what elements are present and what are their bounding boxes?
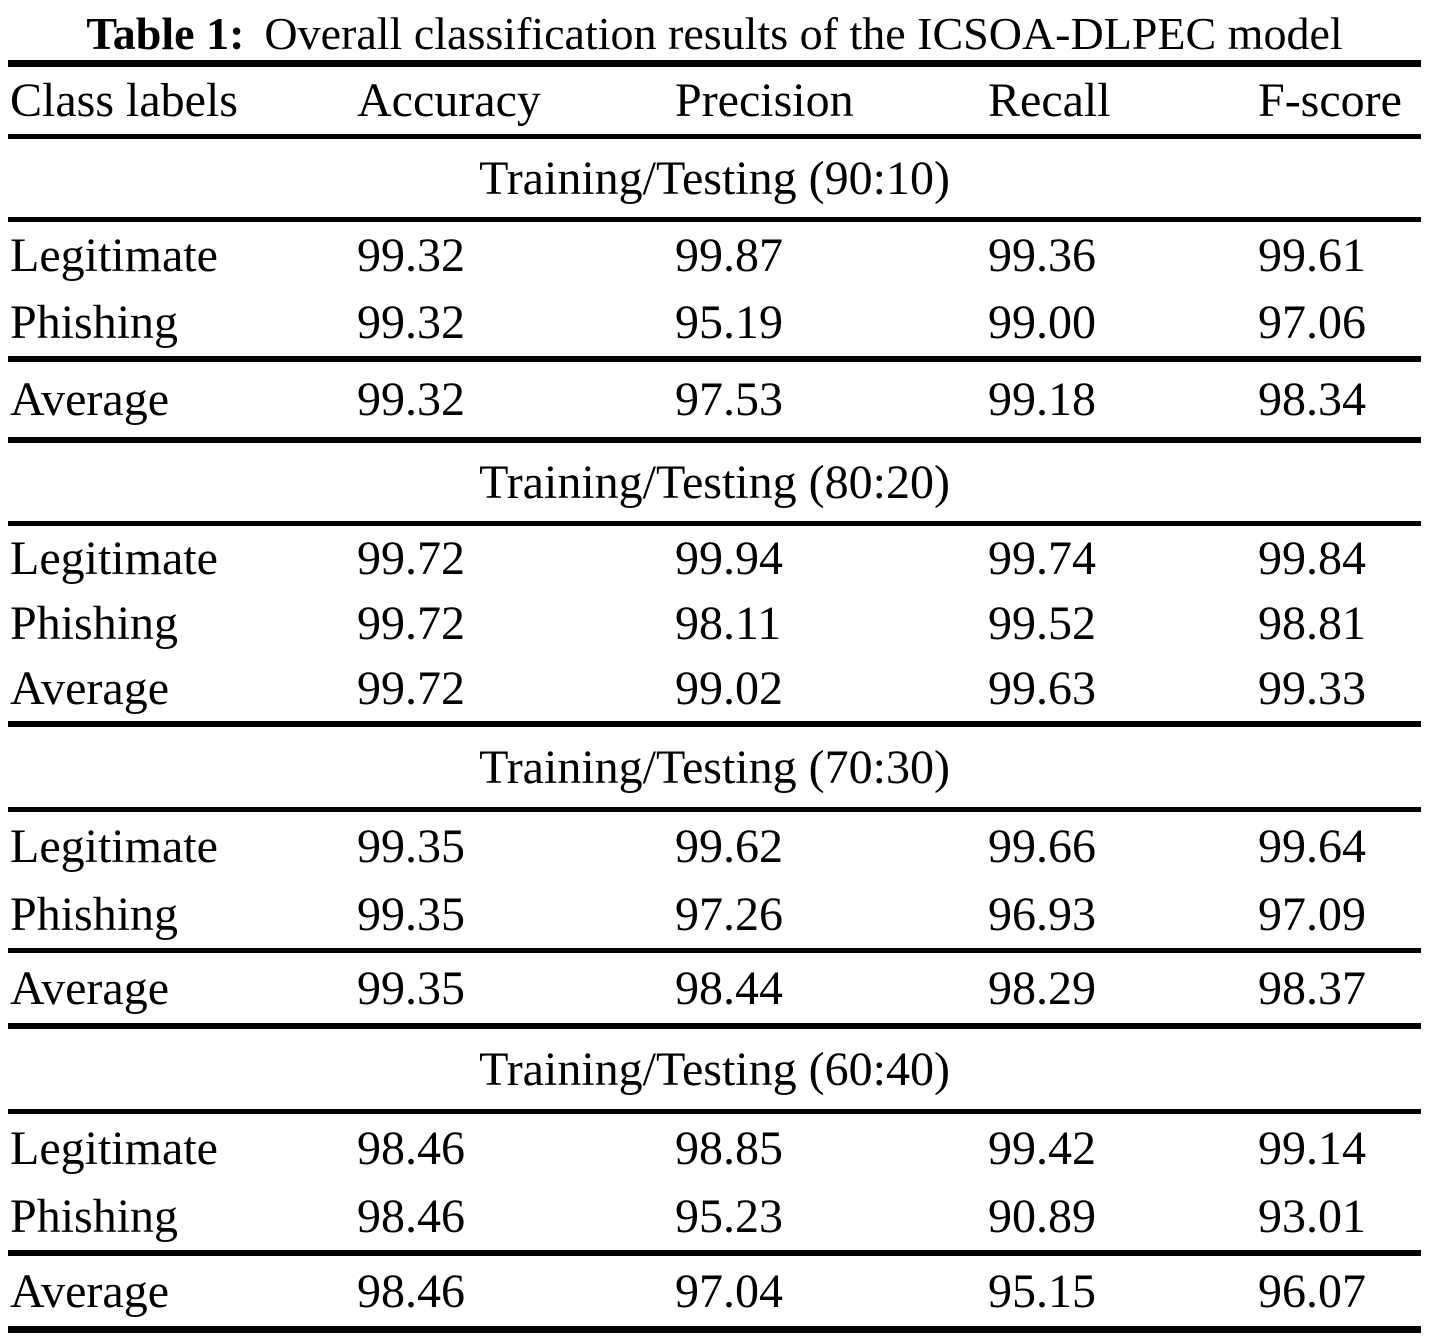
- cell-accuracy: 99.32: [357, 373, 465, 426]
- cell-recall: 99.66: [988, 819, 1096, 873]
- cell-precision: 99.87: [675, 229, 783, 282]
- row-label: Average: [10, 961, 169, 1015]
- cell-accuracy: 99.35: [357, 887, 465, 941]
- table-rule: [8, 1109, 1421, 1114]
- table-caption-text: Overall classification results of the IC…: [264, 7, 1343, 59]
- column-header-precision: Precision: [675, 74, 854, 127]
- row-label: Legitimate: [10, 1121, 218, 1175]
- column-header-fscore: F-score: [1258, 74, 1402, 127]
- row-label: Phishing: [10, 296, 179, 349]
- section-header-90-10: Training/Testing (90:10): [479, 151, 950, 205]
- table-rule: [8, 134, 1421, 139]
- cell-fscore: 98.81: [1258, 597, 1366, 650]
- table-caption: Table 1: Overall classification results …: [0, 0, 1429, 60]
- cell-recall: 99.52: [988, 597, 1096, 650]
- cell-accuracy: 99.72: [357, 662, 465, 715]
- cell-recall: 96.93: [988, 887, 1096, 941]
- table-rule: [8, 807, 1421, 812]
- table-row-legitimate: Legitimate 99.32 99.87 99.36 99.61: [0, 222, 1429, 289]
- cell-recall: 99.63: [988, 662, 1096, 715]
- row-label: Legitimate: [10, 819, 218, 873]
- cell-precision: 95.23: [675, 1189, 783, 1243]
- section-header-60-40: Training/Testing (60:40): [479, 1042, 950, 1096]
- cell-precision: 97.53: [675, 373, 783, 426]
- table-row-average: Average 98.46 97.04 95.15 96.07: [0, 1256, 1429, 1326]
- column-header-recall: Recall: [988, 74, 1111, 127]
- table-row-legitimate: Legitimate 99.72 99.94 99.74 99.84: [0, 526, 1429, 591]
- row-label: Average: [10, 1264, 169, 1318]
- table-rule: [8, 521, 1421, 526]
- section-header-70-30: Training/Testing (70:30): [479, 740, 950, 794]
- row-label: Average: [10, 662, 169, 715]
- table-row-average: Average 99.35 98.44 98.29 98.37: [0, 953, 1429, 1023]
- cell-recall: 98.29: [988, 961, 1096, 1015]
- row-label: Legitimate: [10, 532, 218, 585]
- cell-accuracy: 99.32: [357, 296, 465, 349]
- cell-fscore: 96.07: [1258, 1264, 1366, 1318]
- cell-precision: 98.44: [675, 961, 783, 1015]
- table-rule: [8, 948, 1421, 953]
- cell-precision: 99.62: [675, 819, 783, 873]
- cell-recall: 99.42: [988, 1121, 1096, 1175]
- row-label: Phishing: [10, 597, 179, 650]
- cell-precision: 97.04: [675, 1264, 783, 1318]
- cell-recall: 99.00: [988, 296, 1096, 349]
- cell-fscore: 93.01: [1258, 1189, 1366, 1243]
- table-row-phishing: Phishing 99.32 95.19 99.00 97.06: [0, 289, 1429, 356]
- table-rule: [8, 217, 1421, 222]
- cell-fscore: 99.61: [1258, 229, 1366, 282]
- cell-accuracy: 98.46: [357, 1264, 465, 1318]
- table-rule: [8, 437, 1421, 443]
- section-header-80-20: Training/Testing (80:20): [479, 455, 950, 509]
- cell-fscore: 98.34: [1258, 373, 1366, 426]
- cell-fscore: 99.33: [1258, 662, 1366, 715]
- table-rule: [8, 721, 1421, 727]
- table-row-phishing: Phishing 99.72 98.11 99.52 98.81: [0, 591, 1429, 656]
- cell-fscore: 99.14: [1258, 1121, 1366, 1175]
- table-header-row: Class labels Accuracy Precision Recall F…: [0, 67, 1429, 134]
- cell-accuracy: 99.72: [357, 597, 465, 650]
- cell-recall: 95.15: [988, 1264, 1096, 1318]
- cell-recall: 90.89: [988, 1189, 1096, 1243]
- table-top-rule: [8, 60, 1421, 67]
- cell-accuracy: 98.46: [357, 1121, 465, 1175]
- table-row-legitimate: Legitimate 98.46 98.85 99.42 99.14: [0, 1114, 1429, 1182]
- cell-accuracy: 99.32: [357, 229, 465, 282]
- cell-precision: 99.94: [675, 532, 783, 585]
- table-caption-number: Table 1:: [86, 7, 245, 59]
- cell-recall: 99.74: [988, 532, 1096, 585]
- cell-recall: 99.18: [988, 373, 1096, 426]
- row-label: Legitimate: [10, 229, 218, 282]
- table-row-phishing: Phishing 99.35 97.26 96.93 97.09: [0, 880, 1429, 948]
- table-rule: [8, 1023, 1421, 1029]
- cell-precision: 97.26: [675, 887, 783, 941]
- table-row-phishing: Phishing 98.46 95.23 90.89 93.01: [0, 1182, 1429, 1250]
- table-bottom-rule: [8, 1326, 1421, 1333]
- cell-precision: 99.02: [675, 662, 783, 715]
- cell-fscore: 97.09: [1258, 887, 1366, 941]
- column-header-accuracy: Accuracy: [357, 74, 541, 127]
- cell-accuracy: 99.35: [357, 819, 465, 873]
- cell-fscore: 98.37: [1258, 961, 1366, 1015]
- table-rule: [8, 356, 1421, 362]
- column-header-class-labels: Class labels: [10, 74, 238, 127]
- table-row-average: Average 99.32 97.53 99.18 98.34: [0, 362, 1429, 437]
- cell-fscore: 97.06: [1258, 296, 1366, 349]
- table-row-legitimate: Legitimate 99.35 99.62 99.66 99.64: [0, 812, 1429, 880]
- cell-recall: 99.36: [988, 229, 1096, 282]
- row-label: Average: [10, 373, 169, 426]
- table-row-average: Average 99.72 99.02 99.63 99.33: [0, 656, 1429, 721]
- cell-precision: 98.85: [675, 1121, 783, 1175]
- cell-precision: 95.19: [675, 296, 783, 349]
- cell-accuracy: 98.46: [357, 1189, 465, 1243]
- cell-precision: 98.11: [675, 597, 782, 650]
- row-label: Phishing: [10, 1189, 179, 1243]
- table-rule: [8, 1250, 1421, 1256]
- cell-fscore: 99.64: [1258, 819, 1366, 873]
- row-label: Phishing: [10, 887, 179, 941]
- cell-accuracy: 99.72: [357, 532, 465, 585]
- cell-accuracy: 99.35: [357, 961, 465, 1015]
- cell-fscore: 99.84: [1258, 532, 1366, 585]
